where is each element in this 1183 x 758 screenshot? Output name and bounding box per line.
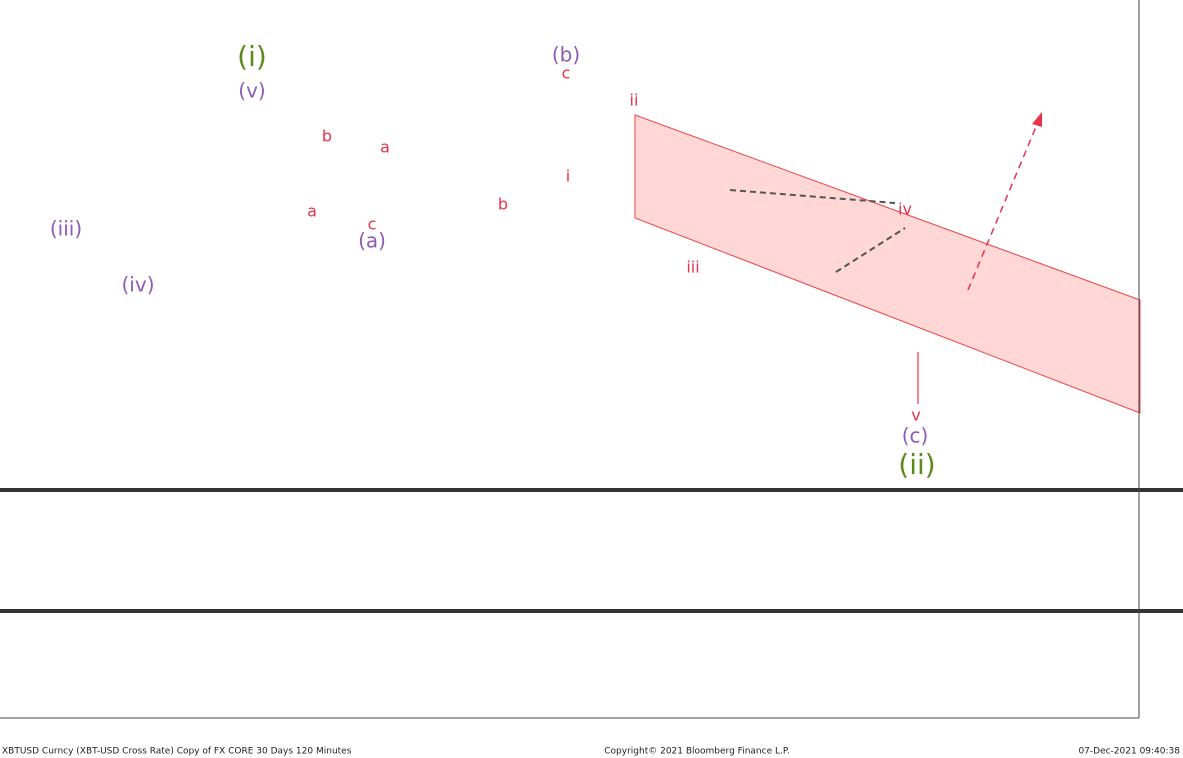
- channel: [634, 114, 1141, 414]
- wave-label: (a): [358, 229, 386, 253]
- wave-label: iv: [898, 200, 912, 219]
- wave-label: (b): [552, 43, 580, 67]
- triangle-top: [729, 189, 896, 204]
- annotations: (i) (v) (iii) (iv) b a a c (a) b (b) c i…: [50, 40, 936, 481]
- wave-label: b: [498, 195, 508, 214]
- wave-label: (ii): [898, 448, 935, 481]
- projection-arrow: [967, 121, 1039, 291]
- footer-left: XBTUSD Curncy (XBT-USD Cross Rate) Copy …: [2, 747, 352, 757]
- wave-label: c: [562, 64, 571, 83]
- wave-label: c: [368, 215, 377, 234]
- wave-label: (c): [902, 424, 929, 448]
- wave-label: v: [911, 406, 920, 425]
- wave-label: b: [322, 127, 332, 146]
- footer-center: Copyright© 2021 Bloomberg Finance L.P.: [604, 747, 789, 757]
- panel-separator: [0, 488, 1183, 492]
- triangle-bottom: [835, 227, 906, 273]
- wave-label: a: [380, 138, 390, 157]
- wave-label: ii: [630, 91, 639, 110]
- wave-label: iii: [686, 258, 699, 277]
- wave-label: (iii): [50, 217, 82, 241]
- footer-right: 07-Dec-2021 09:40:38: [1078, 747, 1180, 757]
- wave-label: (v): [238, 79, 265, 103]
- arrow-head: [1032, 112, 1042, 127]
- wave-label: a: [307, 202, 317, 221]
- wave-label: i: [566, 167, 570, 186]
- panel-separator: [0, 609, 1183, 613]
- wave-label: (iv): [122, 273, 155, 297]
- wave-label: (i): [237, 40, 267, 73]
